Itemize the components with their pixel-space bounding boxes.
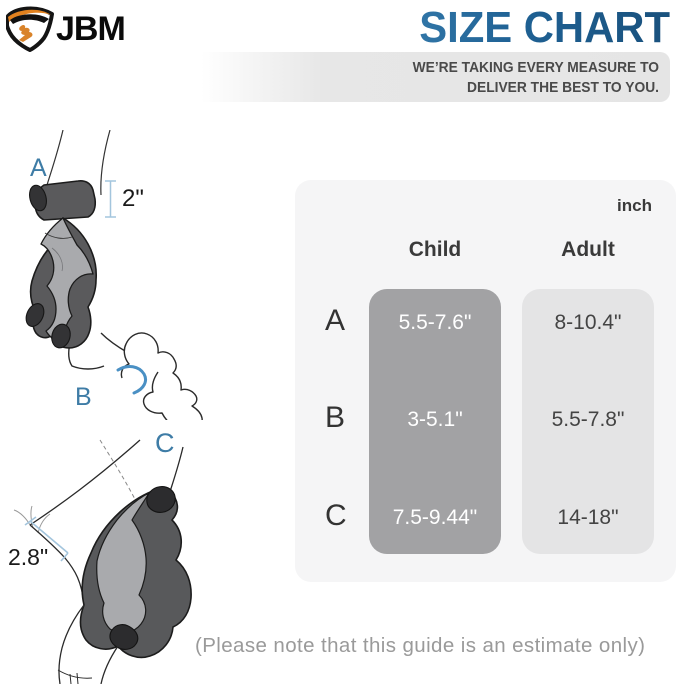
svg-text:2": 2": [122, 185, 144, 212]
svg-text:A: A: [30, 154, 47, 182]
svg-text:B: B: [75, 383, 92, 411]
svg-text:C: C: [155, 430, 175, 458]
svg-text:2.8": 2.8": [8, 544, 48, 570]
